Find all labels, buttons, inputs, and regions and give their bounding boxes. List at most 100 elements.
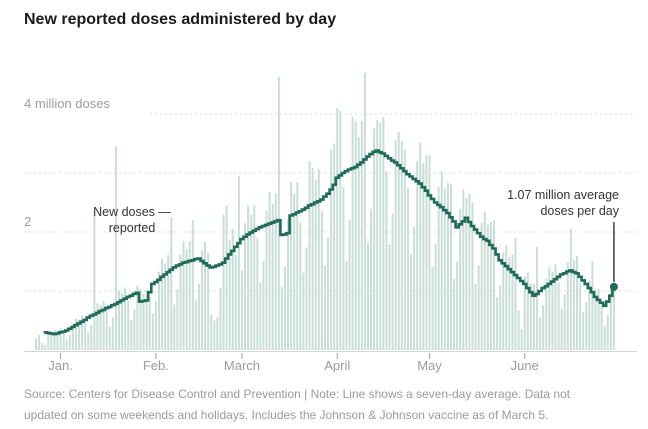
bar-day xyxy=(336,108,339,350)
bar-day xyxy=(74,318,77,350)
bar-day xyxy=(505,244,508,350)
bar-day xyxy=(471,202,474,350)
bar-day xyxy=(117,290,120,350)
bar-day xyxy=(127,301,130,350)
bar-day xyxy=(299,222,302,350)
bar-day xyxy=(382,116,385,350)
bar-day xyxy=(403,149,406,350)
bar-day xyxy=(71,324,74,350)
bar-day xyxy=(480,223,483,350)
month-label-june: June xyxy=(510,358,539,373)
bar-day xyxy=(453,279,456,350)
seven-day-average-line xyxy=(43,149,616,336)
bar-day xyxy=(508,256,511,350)
bar-day xyxy=(96,303,99,350)
bar-day xyxy=(370,208,373,350)
bar-day xyxy=(244,223,247,350)
bar-day xyxy=(560,308,563,350)
bar-day xyxy=(511,255,514,350)
annotation-current-average-line1: 1.07 million average xyxy=(507,188,619,202)
bar-day xyxy=(262,260,265,350)
bar-day xyxy=(154,301,157,350)
bar-day xyxy=(572,260,575,350)
bar-day xyxy=(397,131,400,350)
bar-day xyxy=(526,272,529,350)
bar-day xyxy=(124,287,127,350)
bar-day xyxy=(566,262,569,350)
bar-day xyxy=(428,155,431,350)
bar-day xyxy=(483,211,486,350)
annotation-new-doses-line2: reported xyxy=(108,220,156,235)
bar-day xyxy=(111,317,114,350)
bar-day xyxy=(493,220,496,350)
end-point-dot xyxy=(609,282,618,291)
bar-day xyxy=(234,255,237,350)
bar-day xyxy=(514,237,517,350)
y-axis-label-2: 2 xyxy=(24,214,32,229)
bar-day xyxy=(93,211,96,350)
bar-day xyxy=(379,122,382,350)
month-label-april: April xyxy=(324,358,351,373)
bar-day xyxy=(84,322,87,350)
bar-day xyxy=(517,310,520,350)
annotation-current-average: 1.07 million average doses per day xyxy=(507,188,619,219)
bar-day xyxy=(416,161,419,350)
bar-day xyxy=(271,203,274,350)
bar-day xyxy=(256,238,259,350)
bar-day xyxy=(38,335,41,350)
bar-day xyxy=(551,271,554,350)
bar-day xyxy=(108,326,111,350)
bar-day xyxy=(400,141,403,350)
bar-day xyxy=(259,282,262,350)
bar-day xyxy=(237,175,240,350)
bar-day xyxy=(523,276,526,350)
bar-day xyxy=(121,292,124,350)
bar-day xyxy=(53,329,56,350)
bar-day xyxy=(35,338,37,350)
bar-day xyxy=(228,240,231,350)
bar-day xyxy=(594,288,597,350)
bar-day xyxy=(305,247,308,350)
bar-day xyxy=(130,319,133,350)
bar-day xyxy=(434,243,437,350)
bar-day xyxy=(354,121,357,350)
bar-day xyxy=(348,220,351,350)
month-label-may: May xyxy=(417,358,442,373)
bar-day xyxy=(265,210,268,350)
bar-day xyxy=(422,162,425,350)
bar-day xyxy=(456,261,459,350)
bar-day xyxy=(437,187,440,350)
bar-day xyxy=(47,332,50,350)
bar-day xyxy=(600,306,603,350)
bar-day xyxy=(323,265,326,350)
bar-day xyxy=(345,261,348,350)
bar-day xyxy=(210,314,213,350)
month-ticks xyxy=(60,353,526,359)
bar-day xyxy=(462,188,465,350)
bar-day xyxy=(179,254,182,350)
bar-day xyxy=(139,289,142,350)
bar-day xyxy=(532,283,535,350)
bar-day xyxy=(78,319,81,350)
bar-day xyxy=(250,214,253,350)
bar-day xyxy=(148,296,151,350)
bar-day xyxy=(62,332,65,350)
bar-day xyxy=(173,304,176,350)
bar-day xyxy=(576,256,579,350)
bar-day xyxy=(277,76,280,350)
bar-day xyxy=(314,180,317,350)
bar-day xyxy=(499,285,502,350)
bar-day xyxy=(197,283,200,350)
source-note-line2: updated on some weekends and holidays. I… xyxy=(24,408,549,422)
bar-day xyxy=(579,282,582,350)
bar-day xyxy=(597,288,600,350)
bar-day xyxy=(231,229,234,350)
bar-day xyxy=(357,137,360,350)
bar-day xyxy=(188,241,191,350)
annotation-current-average-line2: doses per day xyxy=(540,203,619,218)
bar-day xyxy=(41,342,44,350)
annotation-new-doses-line1: New doses — xyxy=(93,205,171,219)
bar-day xyxy=(591,261,594,350)
bar-day xyxy=(164,263,167,350)
